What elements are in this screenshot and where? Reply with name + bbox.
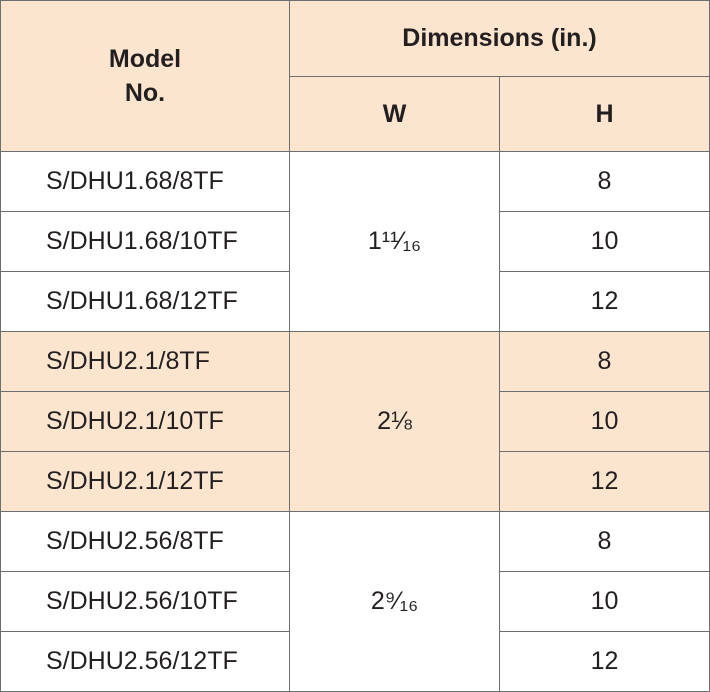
height-cell: 10 — [499, 571, 710, 632]
model-cell: S/DHU2.1/10TF — [0, 391, 290, 452]
model-cell: S/DHU2.1/8TF — [0, 331, 290, 392]
table-row: S/DHU2.56/10TF 10 — [0, 571, 710, 632]
model-cell: S/DHU2.1/12TF — [0, 451, 290, 512]
width-cell: 2⅛ — [289, 331, 500, 512]
table-row: S/DHU2.1/8TF 2⅛ 8 — [0, 331, 710, 512]
model-header-text: Model No. — [108, 45, 182, 107]
model-cell: S/DHU2.56/8TF — [0, 511, 290, 572]
table-row: S/DHU2.56/12TF 12 — [0, 631, 710, 692]
table-body: S/DHU1.68/8TF 1¹¹⁄₁₆ 8 S/DHU1.68/10TF 10 S/DH… — [0, 151, 710, 692]
table-row: S/DHU2.1/10TF 10 — [0, 391, 710, 452]
w-header: W — [289, 76, 500, 152]
height-cell: 12 — [499, 271, 710, 332]
table-row: S/DHU2.1/12TF 12 — [0, 451, 710, 512]
model-cell: S/DHU1.68/12TF — [0, 271, 290, 332]
model-cell: S/DHU1.68/8TF — [0, 151, 290, 212]
model-header: Model No. — [0, 0, 290, 152]
h-header: H — [499, 76, 710, 152]
table-row: S/DHU2.56/8TF 2⁹⁄₁₆ 8 — [0, 511, 710, 692]
height-cell: 10 — [499, 391, 710, 452]
height-cell: 10 — [499, 211, 710, 272]
height-cell: 8 — [499, 151, 710, 212]
dimensions-header: Dimensions (in.) — [289, 0, 710, 77]
model-cell: S/DHU2.56/10TF — [0, 571, 290, 632]
height-cell: 8 — [499, 511, 710, 572]
table-row: S/DHU1.68/8TF 1¹¹⁄₁₆ 8 — [0, 151, 710, 332]
height-cell: 12 — [499, 451, 710, 512]
height-cell: 12 — [499, 631, 710, 692]
width-cell: 2⁹⁄₁₆ — [289, 511, 500, 692]
table-row: S/DHU1.68/10TF 10 — [0, 211, 710, 272]
model-cell: S/DHU1.68/10TF — [0, 211, 290, 272]
model-cell: S/DHU2.56/12TF — [0, 631, 290, 692]
width-cell: 1¹¹⁄₁₆ — [289, 151, 500, 332]
height-cell: 8 — [499, 331, 710, 392]
